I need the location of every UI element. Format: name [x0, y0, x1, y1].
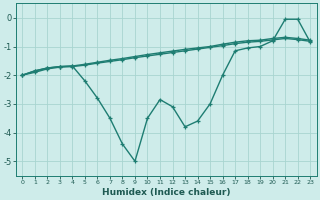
- X-axis label: Humidex (Indice chaleur): Humidex (Indice chaleur): [102, 188, 230, 197]
